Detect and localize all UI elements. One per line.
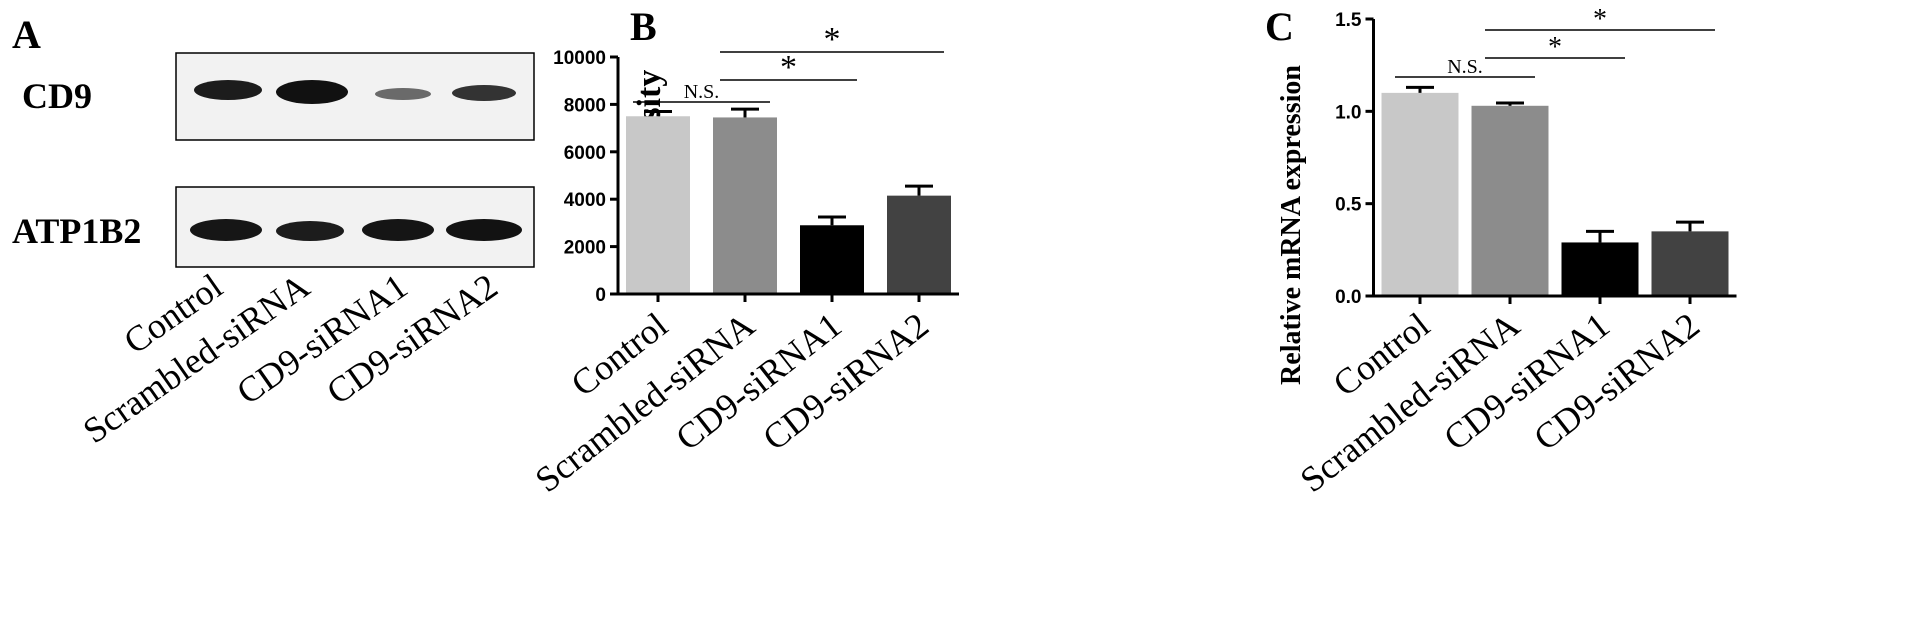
- panel-label-a: A: [12, 12, 41, 57]
- y-tick-label-c-0: 0.0: [1335, 287, 1361, 308]
- y-tick-label-c-2: 1.0: [1335, 102, 1361, 123]
- panel-label-c: C: [1265, 4, 1294, 49]
- significance-label-b-1: *: [780, 49, 797, 86]
- y-tick-label-b-1: 2000: [564, 238, 606, 259]
- bar-c-2: [1561, 242, 1639, 296]
- significance-label-b-0: N.S.: [684, 81, 720, 103]
- band-atp1b2-scrambled: [276, 221, 344, 241]
- band-intensity-chart: B Band intensity 0200040006000800010000C…: [528, 4, 959, 500]
- significance-label-c-0: N.S.: [1447, 56, 1483, 78]
- y-tick-label-b-5: 10000: [553, 48, 606, 69]
- y-tick-label-b-3: 6000: [564, 143, 606, 164]
- band-cd9-scrambled: [276, 80, 348, 104]
- y-tick-label-c-3: 1.5: [1335, 10, 1362, 31]
- blot-label-atp1b2: ATP1B2: [12, 211, 141, 251]
- significance-label-c-2: *: [1593, 4, 1607, 35]
- blot-label-cd9: CD9: [22, 76, 92, 116]
- y-tick-label-b-2: 4000: [564, 190, 606, 211]
- band-cd9-sirna2: [452, 85, 516, 101]
- y-tick-label-c-1: 0.5: [1335, 195, 1362, 216]
- panel-label-b: B: [630, 4, 657, 49]
- band-atp1b2-control: [190, 219, 262, 241]
- bar-b-3: [887, 195, 951, 294]
- bar-b-1: [713, 117, 777, 294]
- panel-a: A CD9 ATP1B2 Control Scrambled-siRNA CD9…: [12, 12, 535, 451]
- bar-b-2: [800, 225, 864, 294]
- bar-c-3: [1651, 231, 1729, 296]
- blot-bands-atp1b2: [190, 219, 522, 241]
- bar-c-0: [1381, 92, 1459, 296]
- significance-label-c-1: *: [1548, 32, 1562, 63]
- y-axis-label-c: Relative mRNA expression: [1276, 65, 1307, 385]
- band-cd9-sirna1: [375, 88, 431, 100]
- band-atp1b2-sirna2: [446, 219, 522, 241]
- significance-label-b-2: *: [824, 21, 841, 58]
- mrna-expression-chart: C Relative mRNA expression 0.00.51.01.5C…: [1265, 4, 1737, 500]
- band-cd9-control: [194, 80, 262, 100]
- bar-c-1: [1471, 105, 1549, 296]
- y-tick-label-b-4: 8000: [564, 95, 606, 116]
- blot-bands-cd9: [194, 80, 516, 104]
- band-atp1b2-sirna1: [362, 219, 434, 241]
- bar-b-0: [626, 116, 690, 294]
- y-tick-label-b-0: 0: [595, 285, 606, 306]
